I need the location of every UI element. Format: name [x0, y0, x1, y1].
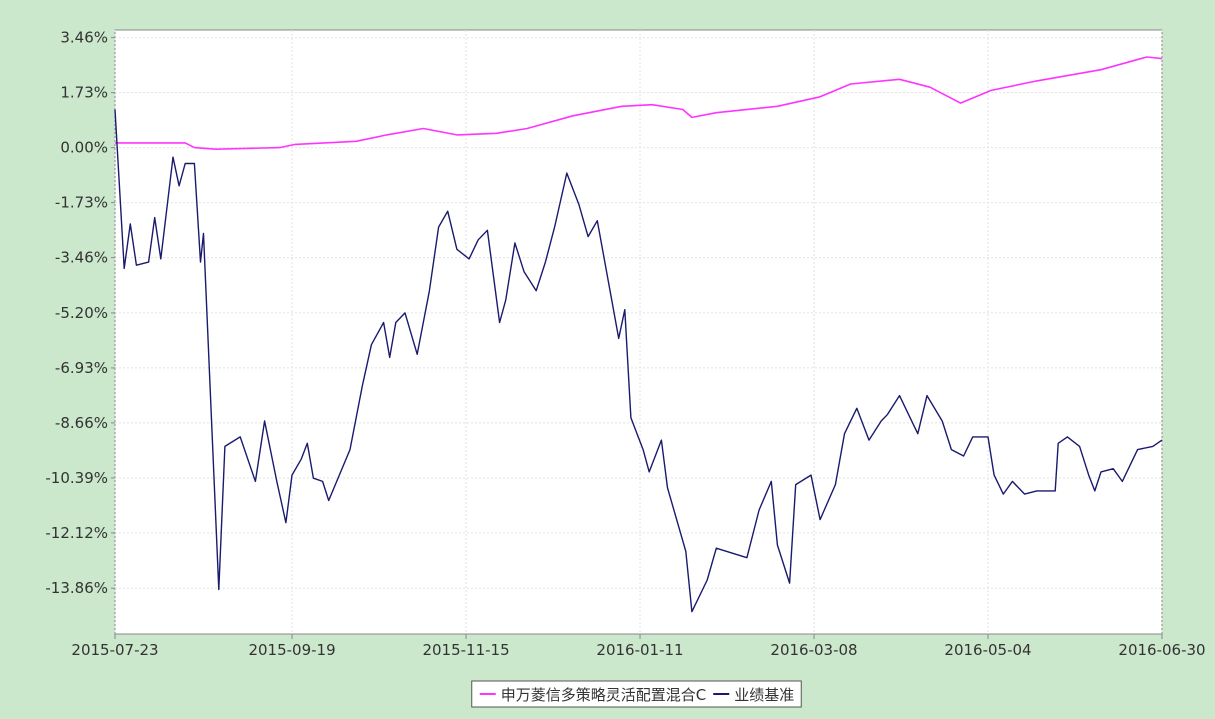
y-tick-label: -6.93% [55, 359, 108, 377]
x-tick-label: 2015-11-15 [422, 641, 509, 659]
gridlines [114, 30, 1163, 634]
y-tick-label: -10.39% [45, 469, 108, 487]
series-line-2 [114, 109, 1163, 613]
legend-label-2: 业绩基准 [734, 686, 794, 704]
y-tick-label: 3.46% [60, 29, 108, 47]
y-tick-label: -5.20% [55, 304, 108, 322]
x-tick-label: 2016-01-11 [596, 641, 683, 659]
y-tick-label: -1.73% [55, 194, 108, 212]
x-tick-label: 2016-06-30 [1118, 641, 1205, 659]
series-line-1 [115, 56, 1163, 150]
y-tick-label: 1.73% [60, 84, 108, 102]
y-tick-label: -8.66% [55, 414, 108, 432]
axes: 3.46% 1.73% 0.00% -1.73% -3.46% -5.20% -6.93% -… [45, 29, 1205, 659]
series-layer [114, 56, 1163, 613]
legend-box [471, 680, 802, 708]
y-tick-label: -3.46% [55, 249, 108, 267]
legend: 申万菱信多策略灵活配置混合C 业绩基准 [471, 680, 802, 708]
x-tick-label: 2015-09-19 [248, 641, 335, 659]
x-tick-label: 2016-05-04 [944, 641, 1031, 659]
x-tick-label: 2016-03-08 [770, 641, 857, 659]
y-tick-label: -13.86% [45, 579, 108, 597]
legend-label-1: 申万菱信多策略灵活配置混合C [501, 686, 706, 704]
y-tick-label: 0.00% [60, 139, 108, 157]
plot-area [114, 29, 1163, 635]
x-tick-label: 2015-07-23 [71, 641, 158, 659]
y-tick-label: -12.12% [45, 524, 108, 542]
